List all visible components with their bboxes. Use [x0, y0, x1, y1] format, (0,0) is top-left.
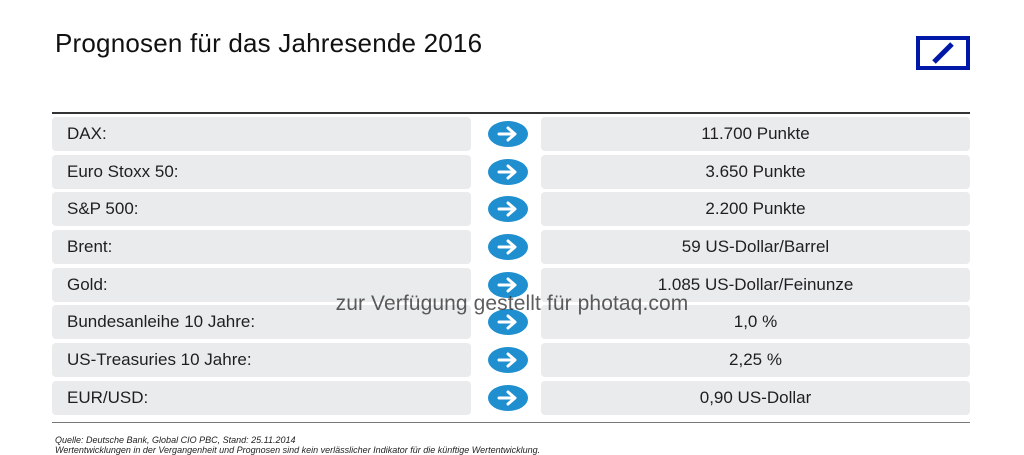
- row-label: S&P 500:: [52, 192, 471, 227]
- disclaimer-note: Wertentwicklungen in der Vergangenheit u…: [55, 445, 541, 455]
- arrow-right-icon: [488, 196, 528, 223]
- arrow-right-icon: [488, 121, 528, 147]
- row-label: Euro Stoxx 50:: [52, 154, 471, 189]
- row-label: Bundesanleihe 10 Jahre:: [52, 305, 471, 340]
- row-value: 11.700 Punkte: [541, 117, 970, 151]
- table-row: S&P 500: 2.200 Punkte: [52, 192, 970, 227]
- arrow-right-icon: [488, 234, 528, 261]
- row-value: 0,90 US-Dollar: [541, 380, 970, 415]
- page-title: Prognosen für das Jahresende 2016: [55, 28, 483, 58]
- row-label: Brent:: [52, 230, 471, 265]
- bottom-divider: [52, 422, 970, 423]
- arrow-right-icon: [488, 158, 528, 185]
- slash-icon: [932, 42, 954, 64]
- arrow-right-icon: [488, 271, 528, 298]
- arrow-right-icon: [488, 309, 528, 336]
- row-value: 2,25 %: [541, 343, 970, 378]
- source-note: Quelle: Deutsche Bank, Global CIO PBC, S…: [55, 435, 296, 445]
- row-value: 1.085 US-Dollar/Feinunze: [541, 267, 970, 302]
- deutsche-bank-logo: [916, 36, 970, 70]
- footer: Quelle: Deutsche Bank, Global CIO PBC, S…: [55, 435, 540, 455]
- table-row: Brent: 59 US-Dollar/Barrel: [52, 230, 970, 265]
- row-label: DAX:: [52, 117, 471, 151]
- forecast-table: DAX: 11.700 Punkte Euro Stoxx 50: 3.650 …: [52, 117, 970, 419]
- table-row: US-Treasuries 10 Jahre: 2,25 %: [52, 343, 970, 378]
- row-value: 59 US-Dollar/Barrel: [541, 230, 970, 265]
- table-row: Euro Stoxx 50: 3.650 Punkte: [52, 154, 970, 189]
- table-row: Gold: 1.085 US-Dollar/Feinunze: [52, 267, 970, 302]
- arrow-right-icon: [488, 347, 528, 374]
- row-label: EUR/USD:: [52, 380, 471, 415]
- table-row: EUR/USD: 0,90 US-Dollar: [52, 380, 970, 415]
- row-value: 3.650 Punkte: [541, 154, 970, 189]
- row-value: 2.200 Punkte: [541, 192, 970, 227]
- top-divider: [52, 112, 970, 114]
- watermark-text: zur Verfügung gestellt für photaq.com: [335, 292, 689, 315]
- arrow-right-icon: [488, 384, 528, 411]
- row-label: US-Treasuries 10 Jahre:: [52, 343, 471, 378]
- table-row: Bundesanleihe 10 Jahre: 1,0 %: [52, 305, 970, 340]
- row-label: Gold:: [52, 267, 471, 302]
- row-value: 1,0 %: [541, 305, 970, 340]
- table-row: DAX: 11.700 Punkte: [52, 117, 970, 151]
